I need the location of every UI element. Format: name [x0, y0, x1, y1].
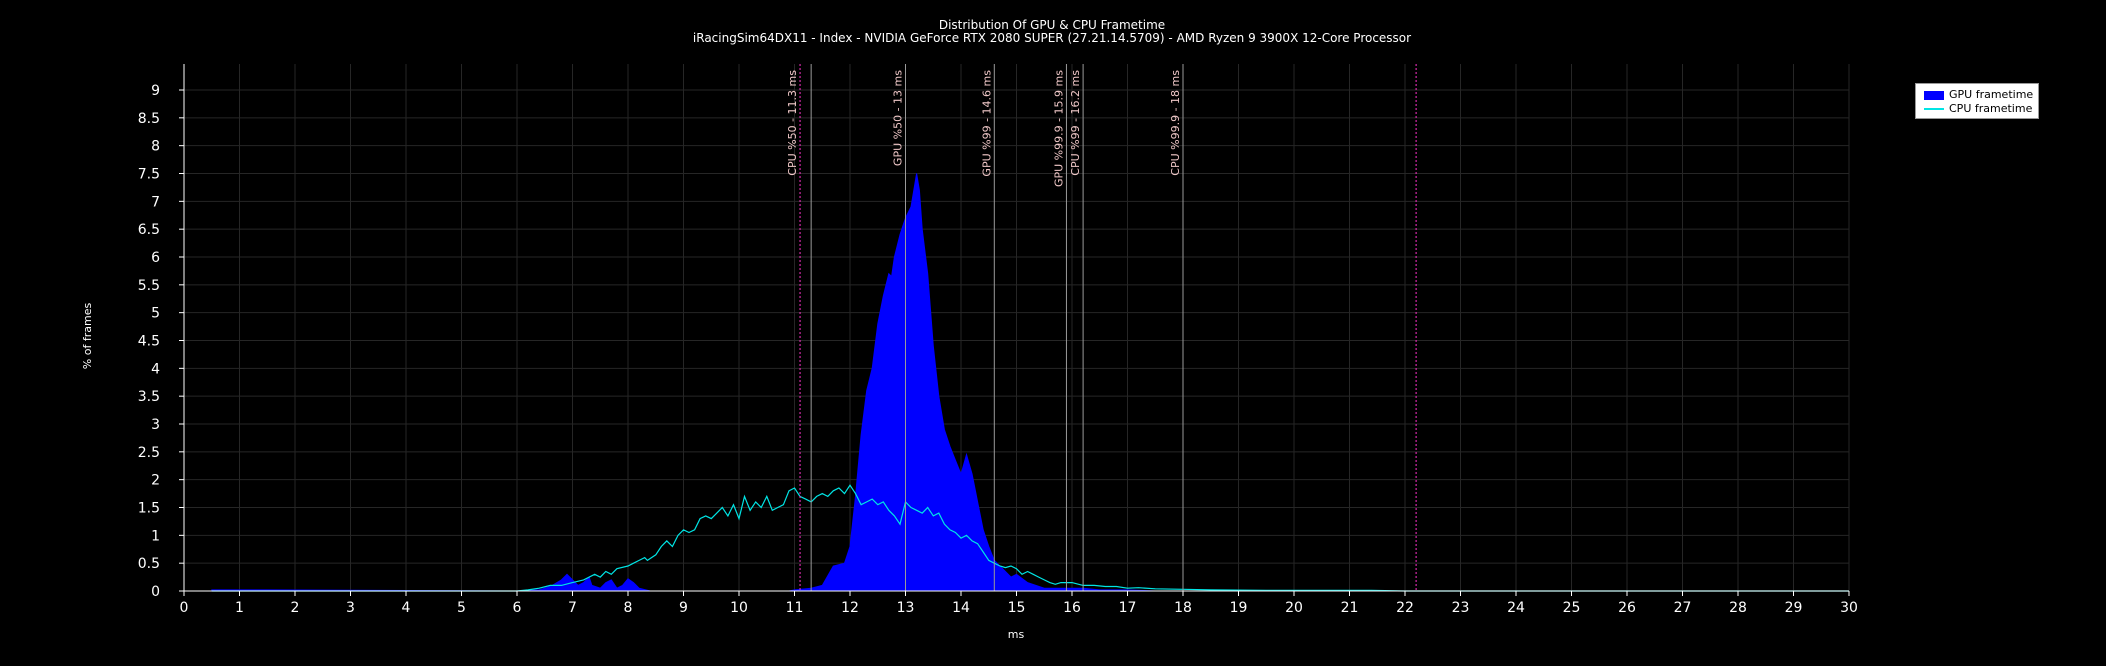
percentile-marker-label: GPU %99.9 - 15.9 ms: [1052, 70, 1065, 187]
percentile-marker-label: GPU %99 - 14.6 ms: [980, 70, 993, 177]
x-tick-label: 2: [291, 600, 300, 616]
percentile-marker-label: CPU %99 - 16.2 ms: [1069, 70, 1082, 176]
y-tick-label: 4.5: [138, 334, 160, 350]
y-tick-label: 4: [151, 361, 160, 377]
x-tick-label: 25: [1563, 600, 1581, 616]
percentile-marker-label: GPU %50 - 13 ms: [892, 70, 905, 166]
x-tick-label: 19: [1230, 600, 1248, 616]
x-tick-label: 12: [841, 600, 859, 616]
series-layer: [211, 173, 1849, 592]
legend-label-cpu: CPU frametime: [1949, 102, 2033, 115]
y-tick-label: 6: [151, 250, 160, 266]
x-tick-label: 28: [1729, 600, 1747, 616]
y-tick-label: 2.5: [138, 445, 160, 461]
y-tick-label: 0: [151, 584, 160, 600]
percentile-marker-label: CPU %99.9 - 18 ms: [1169, 70, 1182, 176]
x-tick-label: 5: [457, 600, 466, 616]
x-tick-labels: 0 1 2 3 4 5 6 7 8 9 10 11 12 13 14 15 16 17 18 19 20 21 22 23 24…: [180, 600, 1858, 616]
y-tick-label: 5.5: [138, 278, 160, 294]
y-tick-label: 6.5: [138, 222, 160, 238]
x-tick-label: 16: [1063, 600, 1081, 616]
x-tick-label: 11: [786, 600, 804, 616]
y-tick-labels: 0 0.5 1 1.5 2 2.5 3 3.5 4 4.5 5 5.5 6 6.5 7 7.5 8 8.5 9: [138, 83, 160, 600]
legend-swatch-gpu: [1924, 90, 1944, 100]
x-tick-label: 23: [1452, 600, 1470, 616]
x-tick-label: 14: [952, 600, 970, 616]
x-tick-label: 0: [180, 600, 189, 616]
legend-swatch-cpu: [1924, 108, 1944, 110]
x-tick-label: 22: [1396, 600, 1414, 616]
percentile-marker-label: CPU %50 - 11.3 ms: [786, 70, 799, 176]
y-tick-label: 8.5: [138, 111, 160, 127]
y-tick-label: 0.5: [138, 556, 160, 572]
x-tick-label: 27: [1674, 600, 1692, 616]
x-tick-label: 29: [1785, 600, 1803, 616]
x-tick-label: 8: [624, 600, 633, 616]
x-tick-label: 9: [679, 600, 688, 616]
x-tick-label: 13: [897, 600, 915, 616]
x-tick-label: 24: [1507, 600, 1525, 616]
y-tick-label: 1.5: [138, 501, 160, 517]
legend-item-gpu: GPU frametime: [1924, 88, 2033, 102]
x-tick-label: 4: [402, 600, 411, 616]
chart-subtitle: iRacingSim64DX11 - Index - NVIDIA GeForc…: [693, 31, 1411, 45]
y-tick-label: 1: [151, 528, 160, 544]
x-tick-label: 7: [568, 600, 577, 616]
x-tick-label: 1: [235, 600, 244, 616]
x-tick-label: 21: [1341, 600, 1359, 616]
grid-lines: [183, 64, 1850, 592]
x-tick-label: 26: [1618, 600, 1636, 616]
chart-title: Distribution Of GPU & CPU Frametime: [939, 18, 1165, 32]
y-tick-label: 8: [151, 139, 160, 155]
series-line-cpu: [211, 484, 1849, 592]
y-tick-label: 2: [151, 473, 160, 489]
y-tick-label: 3: [151, 417, 160, 433]
y-tick-label: 9: [151, 83, 160, 99]
legend: GPU frametime CPU frametime: [1915, 83, 2039, 119]
axes: [179, 64, 1850, 596]
y-tick-label: 3.5: [138, 389, 160, 405]
x-tick-label: 3: [346, 600, 355, 616]
x-tick-label: 18: [1174, 600, 1192, 616]
x-tick-label: 17: [1119, 600, 1137, 616]
y-axis-label: % of frames: [81, 303, 94, 370]
x-tick-label: 15: [1008, 600, 1026, 616]
y-tick-label: 5: [151, 306, 160, 322]
legend-item-cpu: CPU frametime: [1924, 102, 2032, 116]
y-tick-label: 7.5: [138, 167, 160, 183]
x-tick-label: 10: [730, 600, 748, 616]
legend-label-gpu: GPU frametime: [1949, 88, 2034, 101]
x-tick-label: 6: [513, 600, 522, 616]
percentile-markers: CPU %50 - 11.3 ms GPU %50 - 13 ms GPU %99 …: [786, 64, 1417, 591]
series-area-gpu: [211, 173, 1183, 592]
x-tick-label: 20: [1285, 600, 1303, 616]
y-tick-label: 7: [151, 194, 160, 210]
x-axis-label: ms: [1008, 628, 1025, 641]
x-tick-label: 30: [1840, 600, 1858, 616]
